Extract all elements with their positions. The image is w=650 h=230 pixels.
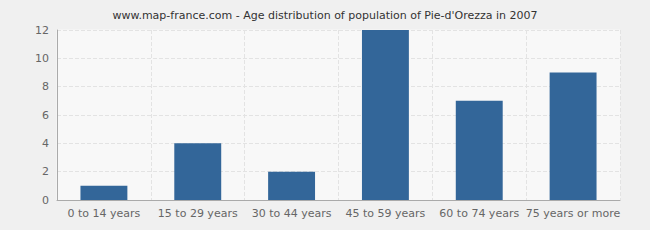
svg-text:30 to 44 years: 30 to 44 years <box>252 207 332 220</box>
svg-text:0 to 14 years: 0 to 14 years <box>68 207 141 220</box>
svg-text:12: 12 <box>35 24 49 37</box>
svg-text:15 to 29 years: 15 to 29 years <box>158 207 238 220</box>
svg-text:8: 8 <box>42 80 49 93</box>
svg-text:www.map-france.com - Age distr: www.map-france.com - Age distribution of… <box>112 9 537 22</box>
svg-text:75 years or more: 75 years or more <box>526 207 621 220</box>
svg-text:2: 2 <box>42 165 49 178</box>
svg-text:45 to 59 years: 45 to 59 years <box>346 207 426 220</box>
svg-text:10: 10 <box>35 52 49 65</box>
svg-text:6: 6 <box>42 109 49 122</box>
svg-text:60 to 74 years: 60 to 74 years <box>439 207 519 220</box>
svg-text:0: 0 <box>42 194 49 207</box>
svg-text:4: 4 <box>42 137 49 150</box>
